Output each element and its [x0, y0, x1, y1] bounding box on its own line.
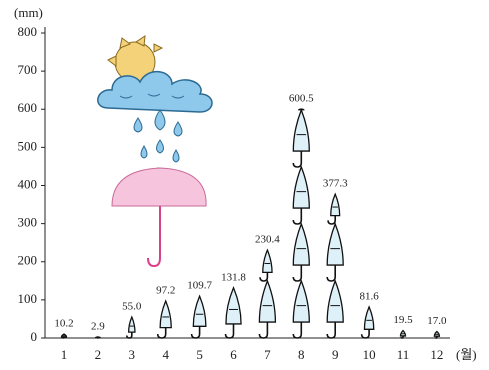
x-tick-label: 11 [397, 347, 410, 362]
umbrella-canopy [326, 222, 344, 266]
x-tick-label: 10 [363, 347, 376, 362]
umbrella-handle [62, 336, 65, 339]
value-label: 81.6 [359, 290, 379, 302]
y-tick-label: 400 [18, 176, 38, 191]
value-label: 600.5 [289, 93, 314, 105]
y-tick-label: 0 [31, 329, 38, 344]
umbrella-canopy [159, 299, 172, 329]
x-axis-label: (월) [456, 347, 477, 362]
umbrella-stack [292, 108, 310, 339]
x-tick-label: 1 [61, 347, 68, 362]
value-label: 131.8 [221, 271, 246, 283]
x-tick-label: 6 [230, 347, 237, 362]
umbrella-canopy [292, 222, 310, 266]
umbrella-stack [399, 329, 407, 339]
value-label: 55.0 [122, 301, 142, 313]
umbrella-handle [292, 322, 303, 339]
umbrella-stack [94, 336, 102, 339]
x-tick-label: 5 [196, 347, 203, 362]
umbrella-canopy [399, 329, 407, 337]
umbrella-handle [125, 332, 133, 339]
value-label: 10.2 [54, 318, 73, 330]
y-tick-label: 500 [18, 138, 38, 153]
umbrella-stack [156, 299, 172, 339]
umbrella-canopy [258, 279, 277, 323]
value-label: 377.3 [323, 178, 348, 190]
umbrella-stack [433, 330, 441, 339]
x-tick-label: 7 [264, 347, 271, 362]
umbrella-handle [292, 265, 303, 282]
umbrella-canopy [292, 279, 310, 323]
umbrella-stack [326, 192, 344, 339]
umbrella-stack [224, 286, 242, 339]
umbrella-handle [258, 322, 269, 339]
umbrella-handle [292, 208, 303, 225]
umbrella-stack [258, 248, 277, 339]
x-tick-label: 3 [129, 347, 136, 362]
decoration [97, 34, 213, 268]
umbrella-handle [434, 336, 438, 339]
umbrella-handle [400, 335, 404, 339]
umbrella-stack [125, 315, 136, 339]
x-tick-label: 4 [162, 347, 169, 362]
umbrella-handle [326, 322, 336, 339]
x-tick-label: 2 [95, 347, 102, 362]
umbrella-handle [360, 329, 370, 339]
umbrella-stack [60, 333, 68, 339]
y-tick-label: 100 [18, 291, 38, 306]
y-tick-label: 700 [18, 62, 38, 77]
x-tick-label: 9 [332, 347, 339, 362]
value-label: 97.2 [156, 284, 175, 296]
y-tick-label: 600 [18, 100, 38, 115]
umbrella-handle [327, 215, 336, 225]
umbrella-stack [190, 294, 207, 339]
value-label: 17.0 [427, 315, 447, 327]
umbrella-handle [156, 327, 167, 339]
umbrella-handle [326, 265, 336, 282]
umbrella-handle [292, 151, 303, 168]
x-tick-label: 8 [298, 347, 305, 362]
x-tick-label: 12 [430, 347, 443, 362]
y-tick-label: 200 [18, 253, 38, 268]
y-axis-label: (mm) [14, 5, 43, 20]
umbrella-handle [190, 326, 201, 339]
umbrella-canopy [192, 294, 207, 327]
umbrella-canopy [363, 305, 375, 330]
value-label: 230.4 [255, 234, 280, 246]
y-tick-label: 800 [18, 24, 38, 39]
umbrella-canopy [128, 315, 136, 333]
value-label: 19.5 [393, 314, 413, 326]
umbrella-canopy [326, 279, 344, 323]
y-tick-label: 300 [18, 215, 38, 230]
umbrella-handle [259, 272, 269, 282]
umbrella-stack [360, 305, 375, 339]
umbrella-canopy [330, 192, 341, 217]
umbrella-canopy [292, 165, 310, 209]
umbrella-canopy [262, 248, 273, 274]
value-label: 2.9 [91, 320, 105, 332]
umbrella-canopy [292, 108, 310, 152]
umbrella-canopy [225, 286, 242, 325]
umbrella-handle [224, 323, 235, 339]
value-label: 109.7 [187, 280, 212, 292]
